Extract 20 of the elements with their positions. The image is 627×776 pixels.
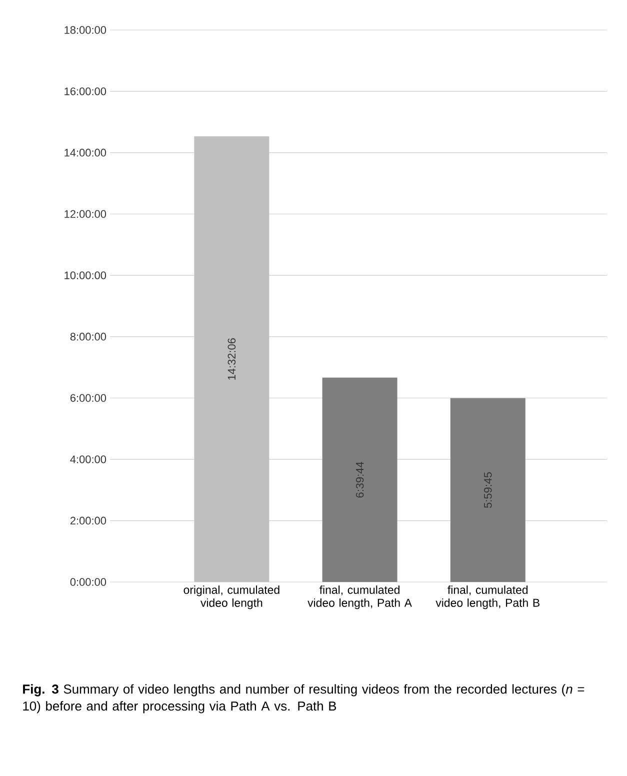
y-tick-label: 16:00:00 [64,87,106,96]
x-tick-label: final, cumulated video length, Path B [436,586,540,610]
bar [194,136,270,582]
x-tick-label: original, cumulated video length [184,586,280,610]
y-tick-label: 14:00:00 [64,148,106,157]
x-tick-label: final, cumulated video length, Path A [308,586,412,610]
y-tick-label: 18:00:00 [64,26,106,34]
y-tick-label: 2:00:00 [70,516,106,525]
data-label: 14:32:06 [228,338,236,380]
y-tick-label: 8:00:00 [70,332,106,341]
bar [450,398,526,582]
y-tick-label: 4:00:00 [70,455,106,464]
bar [322,378,398,582]
y-tick-label: 0:00:00 [70,578,106,586]
y-tick-label: 10:00:00 [64,271,106,280]
y-tick-label: 12:00:00 [64,210,106,218]
y-tick-label: 6:00:00 [70,394,106,402]
data-label: 6:39:44 [356,462,364,498]
data-label: 5:59:45 [484,472,492,508]
text: Fig. 3 Summary of video lengths and number of resulting videos from the recorded lectures (n = 10) before and after processing via Path A vs. Path B [23,684,584,714]
